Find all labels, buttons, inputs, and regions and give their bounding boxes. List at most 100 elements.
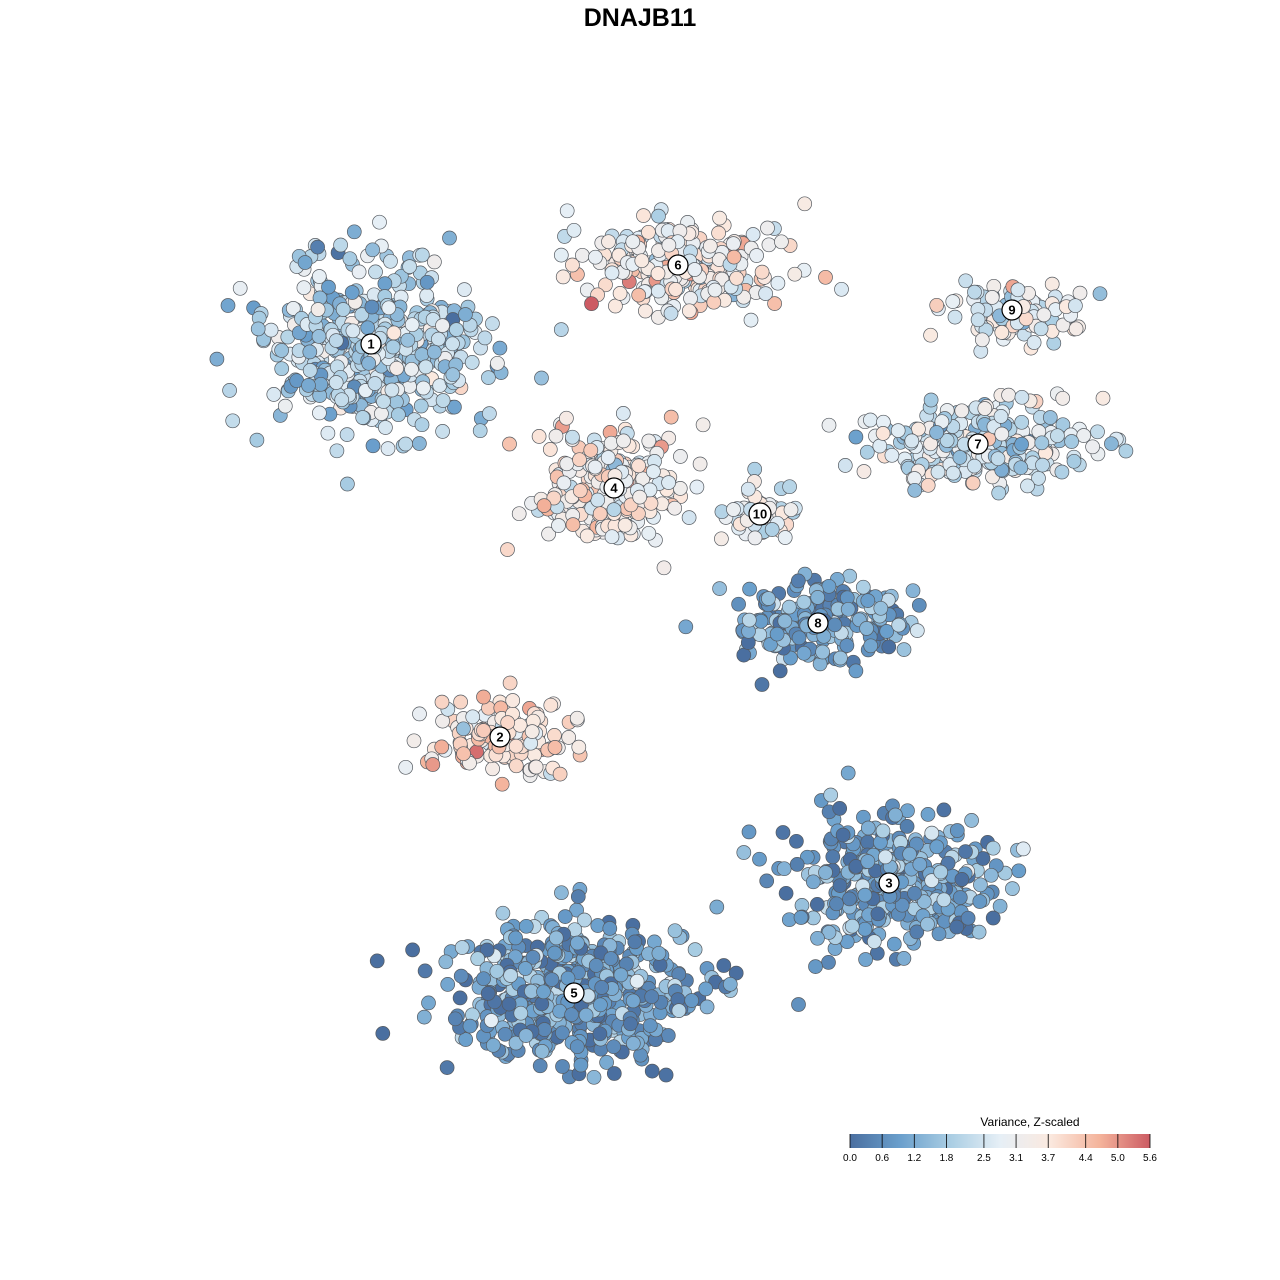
data-point [588, 249, 603, 265]
data-point [598, 277, 613, 293]
data-point [587, 459, 603, 475]
data-point [559, 203, 575, 219]
data-point [631, 458, 646, 474]
data-point [378, 420, 393, 435]
data-point [667, 500, 683, 516]
data-point [1090, 424, 1105, 440]
data-point [579, 528, 595, 544]
data-point [658, 1067, 674, 1083]
chart-title: DNAJB11 [584, 4, 697, 32]
data-point [866, 934, 882, 949]
data-point [435, 424, 450, 439]
data-point [663, 306, 679, 321]
data-point [777, 530, 793, 545]
cluster-label-text: 5 [570, 986, 577, 1001]
data-point [870, 906, 886, 922]
data-point [857, 921, 873, 937]
data-point [1034, 435, 1050, 451]
data-point [796, 594, 812, 610]
data-point [1013, 460, 1029, 476]
data-point [977, 401, 993, 416]
data-point [372, 214, 387, 230]
data-point [500, 715, 516, 730]
data-point [421, 995, 436, 1011]
data-point [1010, 282, 1026, 298]
data-point [825, 849, 841, 865]
data-point [418, 359, 434, 375]
data-point [603, 435, 619, 451]
data-point [608, 298, 623, 314]
data-point [511, 506, 527, 522]
data-point [632, 489, 648, 505]
data-point [752, 851, 767, 867]
data-point [796, 645, 812, 661]
data-point [1085, 439, 1100, 455]
data-point [532, 1058, 548, 1074]
data-point [354, 307, 370, 322]
data-point [808, 959, 823, 974]
data-point [1044, 276, 1060, 292]
data-point [907, 886, 922, 901]
data-point [916, 894, 932, 909]
legend-tick-label: 5.6 [1143, 1153, 1157, 1164]
data-point [860, 854, 876, 869]
data-point [1014, 436, 1029, 452]
data-point [1001, 387, 1016, 403]
data-point [548, 930, 564, 946]
data-point [385, 339, 401, 355]
data-point [483, 1013, 499, 1028]
data-point [220, 298, 236, 313]
data-point [342, 251, 358, 267]
data-point [311, 269, 327, 284]
data-point [414, 347, 430, 362]
data-point [1026, 335, 1042, 350]
data-point [334, 392, 350, 408]
data-point [689, 479, 705, 495]
data-point [1092, 286, 1108, 302]
data-point [542, 442, 558, 457]
data-point [398, 759, 414, 775]
data-point [296, 280, 312, 296]
data-point [899, 819, 915, 834]
data-point [383, 253, 398, 269]
data-point [930, 464, 946, 480]
data-point [875, 823, 891, 839]
data-point [384, 382, 400, 398]
data-point [485, 761, 500, 777]
data-point [623, 1016, 638, 1032]
data-point [791, 997, 806, 1012]
data-point [743, 312, 759, 328]
data-point [777, 613, 793, 629]
data-point [736, 647, 752, 663]
data-point [858, 952, 873, 967]
legend-tick-label: 1.2 [907, 1153, 921, 1164]
data-point [414, 247, 430, 263]
data-point [767, 296, 782, 311]
data-point [823, 787, 839, 803]
data-point [629, 973, 645, 989]
data-point [651, 208, 666, 224]
data-point [571, 739, 587, 755]
legend-title: Variance, Z-scaled [980, 1115, 1079, 1129]
data-point [508, 758, 524, 774]
data-point [361, 355, 377, 371]
data-point [827, 617, 843, 633]
data-point [457, 282, 472, 297]
data-point [452, 990, 468, 1006]
data-point [617, 517, 633, 533]
data-point [971, 924, 987, 940]
data-point [518, 961, 533, 976]
data-point [1068, 298, 1083, 314]
data-point [321, 279, 336, 295]
data-point [310, 302, 326, 317]
data-point [929, 297, 945, 313]
data-point [1014, 389, 1030, 405]
data-point [681, 303, 697, 319]
data-point [606, 1039, 622, 1055]
data-point [859, 444, 875, 460]
data-point [839, 638, 855, 653]
data-point [834, 281, 849, 297]
data-point [412, 706, 427, 722]
cluster-label-badge [967, 433, 989, 455]
data-point [789, 857, 805, 872]
